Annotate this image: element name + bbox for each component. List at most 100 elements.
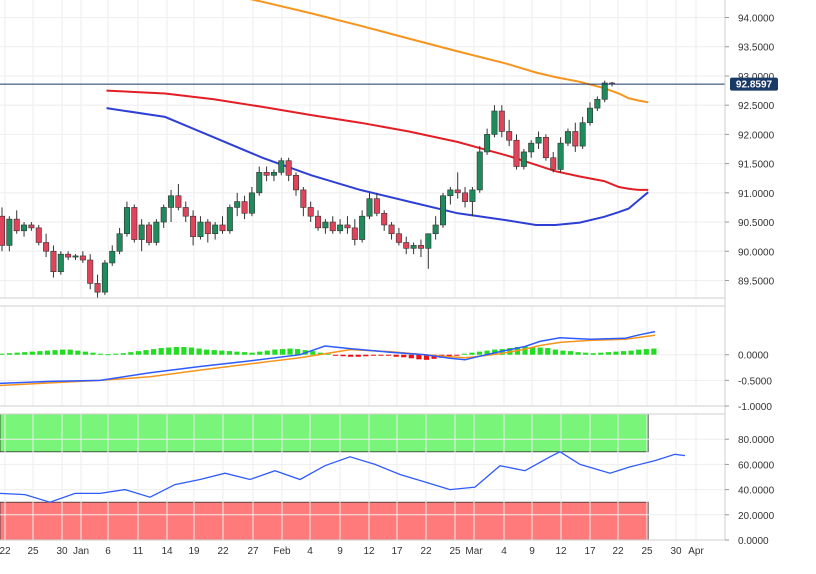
candle (506, 119, 513, 147)
candle (337, 219, 344, 234)
y-tick-label: 91.5000 (738, 160, 775, 171)
macd-histogram-bar (82, 351, 88, 355)
macd-histogram-bar (476, 351, 483, 355)
macd-histogram-bar (105, 354, 111, 356)
macd-histogram-bar (431, 354, 437, 359)
rsi-line (0, 451, 686, 503)
x-tick-label: 22 (217, 546, 229, 557)
candle (57, 251, 64, 275)
candle (425, 233, 432, 269)
candle (212, 222, 219, 240)
macd-histogram-bar (348, 354, 354, 357)
macd-histogram-bar (484, 350, 490, 355)
candle (315, 210, 322, 231)
macd-panel[interactable] (0, 306, 725, 407)
y-tick-label: 89.5000 (738, 276, 775, 287)
y-tick-label: 94.0000 (738, 14, 775, 25)
candle (278, 157, 285, 176)
macd-histogram-bar (264, 350, 270, 355)
moving-averages (106, 0, 649, 226)
macd-histogram-bar (295, 349, 301, 355)
candle (513, 134, 520, 170)
rsi-y-tick-label: 0.0000 (738, 536, 769, 547)
macd-histogram (0, 346, 657, 360)
macd-histogram-bar (575, 352, 581, 355)
macd-histogram-bar (522, 346, 528, 355)
rsi-panel[interactable] (0, 413, 725, 541)
macd-histogram-bar (166, 347, 172, 355)
x-tick-label: 22 (0, 546, 11, 557)
macd-histogram-bar (613, 351, 619, 355)
candle (190, 210, 197, 246)
x-tick-label: 22 (612, 546, 624, 557)
candle (388, 222, 395, 240)
macd-histogram-bar (446, 354, 452, 357)
macd-y-tick-label: 0.0000 (738, 351, 769, 362)
candle (520, 149, 527, 170)
candle (153, 219, 160, 246)
x-tick-label: 30 (56, 546, 68, 557)
macd-histogram-bar (620, 351, 627, 355)
candle (586, 102, 593, 126)
candle (535, 131, 542, 149)
x-tick-label: 25 (449, 546, 461, 557)
candle (300, 186, 307, 217)
macd-histogram-bar (643, 349, 649, 355)
macd-histogram-bar (355, 354, 361, 357)
candle (263, 166, 270, 182)
macd-histogram-bar (272, 349, 278, 355)
candle (13, 210, 20, 234)
moving-average-red (106, 89, 649, 191)
candle (72, 254, 79, 261)
macd-histogram-bar (567, 351, 574, 355)
candle (79, 251, 86, 263)
macd-histogram-bar (598, 352, 604, 355)
candle (219, 216, 226, 234)
candle (410, 242, 417, 255)
macd-histogram-bar (173, 347, 179, 355)
macd-histogram-bar (204, 349, 210, 355)
svg-text:92.8597: 92.8597 (736, 80, 773, 91)
candle (87, 254, 94, 290)
candle (579, 116, 586, 149)
candle (116, 227, 123, 255)
candle (557, 137, 564, 173)
macd-histogram-bar (393, 354, 399, 357)
last-price-tag: 92.8597 (730, 77, 778, 91)
candle (439, 192, 446, 228)
macd-histogram-bar (211, 350, 217, 355)
candle (197, 216, 204, 240)
candle (307, 201, 314, 223)
candle (292, 172, 299, 196)
macd-histogram-bar (44, 350, 51, 355)
x-tick-label: 11 (133, 546, 144, 557)
macd-histogram-bar (29, 351, 35, 355)
candle (381, 210, 388, 231)
candle (564, 128, 571, 147)
macd-histogram-bar (530, 347, 536, 355)
candle (550, 151, 557, 173)
candle (322, 219, 329, 234)
macd-histogram-bar (310, 351, 316, 355)
price-panel[interactable] (0, 0, 725, 298)
macd-histogram-bar (143, 350, 149, 355)
candle (146, 222, 153, 246)
panel-separators (0, 0, 726, 541)
macd-histogram-bar (219, 350, 225, 355)
candle (168, 189, 175, 223)
candle (528, 140, 535, 158)
candle (241, 195, 248, 220)
macd-histogram-bar (401, 354, 407, 358)
rsi-y-tick-label: 40.0000 (738, 486, 775, 497)
macd-histogram-bar (22, 352, 28, 355)
candle (21, 222, 28, 237)
macd-histogram-bar (363, 354, 369, 357)
macd-histogram-bar (113, 353, 119, 355)
macd-histogram-bar (97, 353, 104, 355)
candle (351, 219, 358, 246)
moving-average-blue (106, 107, 649, 226)
x-tick-label: 17 (391, 546, 403, 557)
x-tick-label: Mar (465, 546, 483, 557)
candle (248, 186, 255, 217)
